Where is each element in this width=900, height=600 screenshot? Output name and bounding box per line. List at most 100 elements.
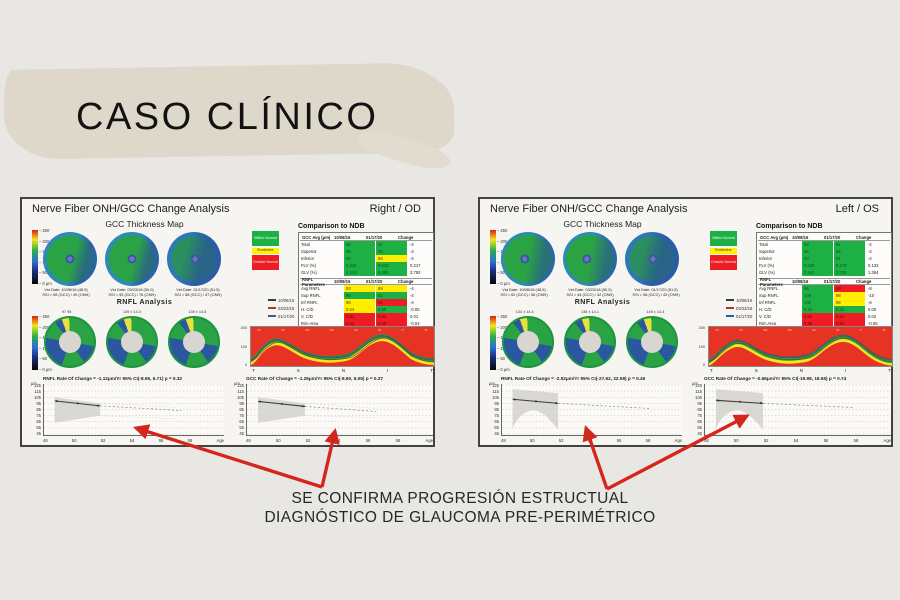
y-tick: 85 <box>239 407 244 412</box>
y-tick: 125 <box>34 383 41 388</box>
y-tick: 105 <box>492 395 499 400</box>
row-label: Avg RNFL <box>759 286 779 292</box>
legend-row: 01/17/20 <box>268 312 294 320</box>
change-cell: -4 <box>410 256 414 262</box>
row-label: Inferior <box>301 256 315 262</box>
rnfl-map <box>106 316 158 368</box>
um-label: μm <box>489 381 495 386</box>
rnfl-map <box>626 316 678 368</box>
x-tick: S <box>296 368 300 373</box>
rnfl-analysis-label: RNFL Analysis <box>116 299 173 306</box>
column-header: 10/08/16 <box>792 279 809 285</box>
visit-info: Vst Date: 03/23/18 (50.0) SSI = 55 (GCC)… <box>100 287 164 298</box>
table-row: Inferior 93 89 -4 <box>300 255 432 262</box>
y-tick: 65 <box>239 419 244 424</box>
column-header: Change <box>856 279 872 285</box>
gcc-thickness-map <box>563 232 617 286</box>
tsnit-plot <box>709 327 892 366</box>
value-cell: 0.178 <box>834 262 865 269</box>
row-label: Rim Area <box>759 321 777 327</box>
visit-ssi: SSI = 55 (GCC) / 76 (ONH) <box>108 291 156 297</box>
sector-label: IT <box>401 328 405 332</box>
visit-date-legend: 10/08/16 03/23/18 01/17/20 <box>268 296 294 320</box>
x-tick: T <box>252 368 255 373</box>
y-tick: 45 <box>239 431 244 436</box>
x-tick: 54 <box>793 438 799 443</box>
scale-tick: 200 <box>39 239 63 244</box>
gcc-thickness-map <box>167 232 221 286</box>
value-cell: 0.91 <box>344 313 375 320</box>
y-tick: 105 <box>695 395 702 400</box>
y-tick: 115 <box>34 389 41 394</box>
legend-date: 10/08/16 <box>278 297 295 303</box>
change-cell: 0.217 <box>410 263 421 269</box>
thickness-color-scale <box>490 316 496 370</box>
gcc-map-title: GCC Thickness Map <box>563 219 642 229</box>
sector-label: IT <box>859 328 863 332</box>
table-row: Rim Area 0.62 0.58 -0.04 <box>300 320 432 327</box>
rnfl-map <box>502 316 554 368</box>
change-cell: 0.01 <box>410 314 419 320</box>
value-cell: 0.62 <box>344 320 375 327</box>
change-cell: -2 <box>868 256 872 262</box>
report-panel-left-os: Nerve Fiber ONH/GCC Change Analysis Left… <box>478 197 893 447</box>
thickness-color-scale <box>490 230 496 284</box>
legend-box: Within Normal <box>710 231 737 246</box>
rnfl-map <box>168 316 220 368</box>
row-label: Superior <box>301 249 317 255</box>
rnfl-ring-labels: 134 ± 14.4 138 ± 14.1 149 ± 14.4 <box>492 310 688 314</box>
value-cell: 91 <box>834 255 865 262</box>
y-tick: 0 <box>244 363 247 367</box>
column-header: 01/17/20 <box>366 234 383 240</box>
trend-plot <box>246 384 433 436</box>
x-tick: 50 <box>733 438 739 443</box>
um-label: μm <box>692 381 698 386</box>
gcc-trend-chart: GCC Rate Of Change = -0.66μm/Yr 95% CI(-… <box>691 375 893 445</box>
y-tick: 55 <box>697 425 702 430</box>
value-cell: 0.59 <box>376 306 407 313</box>
value-cell: 0.31 <box>802 306 833 313</box>
visit-ssi: SSI = 58 (GCC) / 49 (ONH) <box>42 291 90 297</box>
x-tick: 56 <box>823 438 829 443</box>
tsnit-y-axis: 200 100 0 <box>236 326 247 367</box>
tsnit-plot <box>251 327 434 366</box>
scale-tick: 250 <box>39 228 63 233</box>
sector-label: IN <box>836 328 840 332</box>
table-row: V. C/D 0.92 0.94 0.02 <box>758 313 890 320</box>
trend-plot-svg <box>705 384 891 435</box>
row-label: V. C/D <box>301 314 313 320</box>
change-cell: -2 <box>868 249 872 255</box>
x-tick: 56 <box>365 438 371 443</box>
table-row: Superior 96 93 -3 <box>300 248 432 255</box>
y-tick: 100 <box>698 344 705 349</box>
visit-info: Vst Date: 01/17/20 (51.5) SSI = 58 (GCC)… <box>624 287 688 298</box>
tsnit-y-axis: 200 100 0 <box>694 326 705 367</box>
value-cell: 0.59 <box>802 320 833 327</box>
sector-label: ST <box>739 328 744 332</box>
trend-y-axis: 125 115 105 95 85 75 65 55 45 <box>693 383 702 436</box>
change-cell: 3.792 <box>410 270 421 276</box>
column-header: 10/08/16 <box>334 234 351 240</box>
value-cell: 93 <box>344 255 375 262</box>
table-row: H. C/D 0.64 0.59 -0.05 <box>300 306 432 313</box>
tsnit-sector-labels: TU ST SN NU NL IN IT TL <box>257 328 428 332</box>
legend-label: Borderline <box>715 247 732 252</box>
conclusion-line-1: SE CONFIRMA PROGRESIÓN ESTRUCTUAL <box>291 490 629 507</box>
value-cell: 4.213 <box>344 269 375 276</box>
value-cell: 96 <box>344 299 375 306</box>
eye-label: Left / OS <box>835 203 879 215</box>
x-tick: 58 <box>395 438 401 443</box>
rnfl-ring-labels: 97 95 139 ± 14.3 139 ± 14.5 <box>34 310 230 314</box>
thickness-color-scale <box>32 316 38 370</box>
y-tick: 45 <box>697 431 702 436</box>
change-cell: 1.364 <box>868 270 879 276</box>
trend-title: RNFL Rate Of Change = -1.12μm/Yr 95% CI(… <box>43 376 183 381</box>
ring-label: 134 ± 14.4 <box>515 310 534 314</box>
trend-title: GCC Rate Of Change = -0.66μm/Yr 95% CI(-… <box>704 376 847 381</box>
trend-x-axis: 48 50 52 54 56 58 Age <box>43 438 224 444</box>
tsnit-sector-labels: TU ST SN NU NL IN IT TL <box>715 328 886 332</box>
scale-tick: 50 <box>39 356 63 361</box>
scale-tick: 50 <box>497 270 521 275</box>
rnfl-table-header: RNFL Parameters 10/08/16 01/17/20 Change <box>758 277 890 287</box>
um-label: μm <box>31 381 37 386</box>
